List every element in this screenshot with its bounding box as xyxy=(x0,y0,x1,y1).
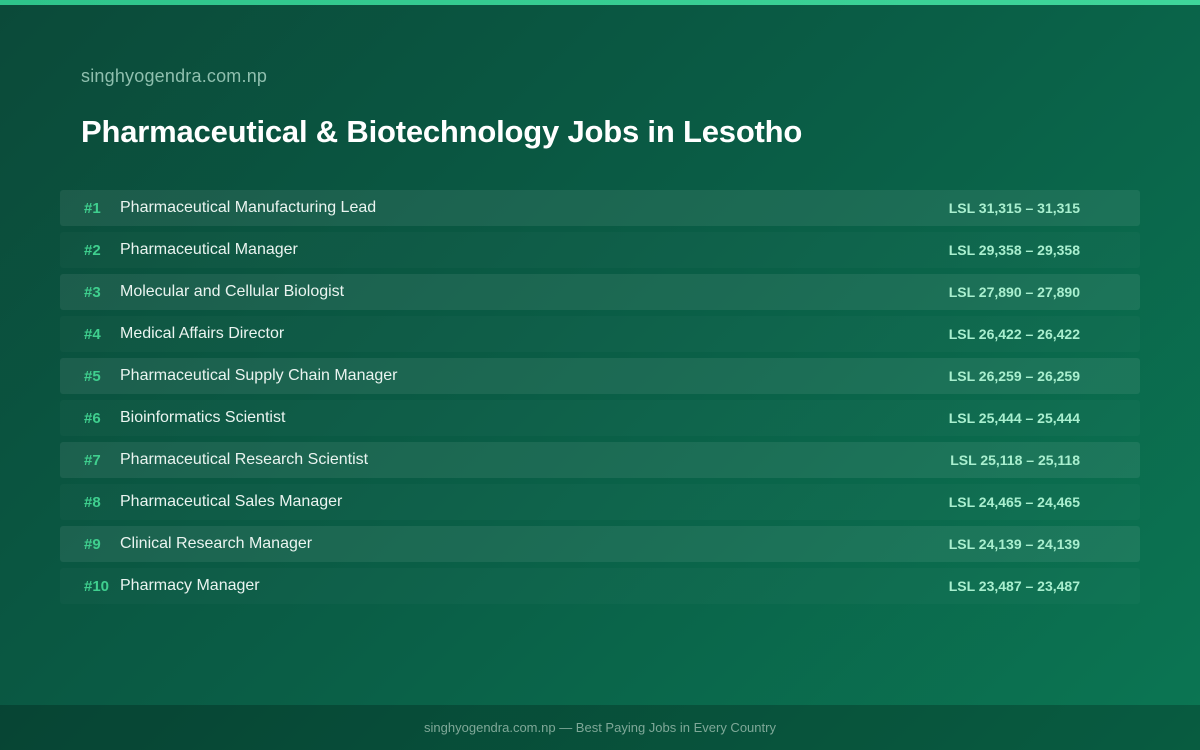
job-salary: LSL 25,444 – 25,444 xyxy=(948,410,1080,426)
footer: singhyogendra.com.np — Best Paying Jobs … xyxy=(0,705,1200,750)
job-salary: LSL 23,487 – 23,487 xyxy=(948,578,1080,594)
job-salary: LSL 26,422 – 26,422 xyxy=(948,326,1080,342)
job-rank: #7 xyxy=(84,451,101,469)
job-salary: LSL 26,259 – 26,259 xyxy=(948,368,1080,384)
job-rank: #4 xyxy=(84,325,101,343)
job-rank: #9 xyxy=(84,535,101,553)
job-rank: #3 xyxy=(84,283,101,301)
job-rank: #5 xyxy=(84,367,101,385)
job-salary: LSL 27,890 – 27,890 xyxy=(948,284,1080,300)
job-title: Clinical Research Manager xyxy=(120,535,313,552)
job-row: #10 Pharmacy Manager LSL 23,487 – 23,487 xyxy=(60,568,1140,604)
job-title: Bioinformatics Scientist xyxy=(120,409,286,426)
job-title: Pharmaceutical Supply Chain Manager xyxy=(120,367,398,384)
job-row: #5 Pharmaceutical Supply Chain Manager L… xyxy=(60,358,1140,394)
job-title: Pharmacy Manager xyxy=(120,577,260,594)
job-rank: #8 xyxy=(84,493,101,511)
job-list: #1 Pharmaceutical Manufacturing Lead LSL… xyxy=(60,190,1140,610)
job-row: #8 Pharmaceutical Sales Manager LSL 24,4… xyxy=(60,484,1140,520)
top-accent-bar xyxy=(0,0,1200,5)
job-title: Pharmaceutical Sales Manager xyxy=(120,493,343,510)
job-rank: #10 xyxy=(84,577,110,595)
job-row: #9 Clinical Research Manager LSL 24,139 … xyxy=(60,526,1140,562)
job-salary: LSL 24,465 – 24,465 xyxy=(948,494,1080,510)
job-row: #6 Bioinformatics Scientist LSL 25,444 –… xyxy=(60,400,1140,436)
job-salary: LSL 31,315 – 31,315 xyxy=(948,200,1080,216)
job-title: Medical Affairs Director xyxy=(120,325,285,342)
job-salary: LSL 25,118 – 25,118 xyxy=(950,452,1080,468)
job-rank: #6 xyxy=(84,409,101,427)
job-row: #2 Pharmaceutical Manager LSL 29,358 – 2… xyxy=(60,232,1140,268)
job-row: #1 Pharmaceutical Manufacturing Lead LSL… xyxy=(60,190,1140,226)
job-title: Pharmaceutical Manager xyxy=(120,241,298,258)
job-row: #3 Molecular and Cellular Biologist LSL … xyxy=(60,274,1140,310)
site-name: singhyogendra.com.np xyxy=(81,66,268,86)
job-rank: #2 xyxy=(84,241,101,259)
job-salary: LSL 29,358 – 29,358 xyxy=(948,242,1080,258)
job-row: #7 Pharmaceutical Research Scientist LSL… xyxy=(60,442,1140,478)
job-title: Molecular and Cellular Biologist xyxy=(120,283,345,300)
page-title: Pharmaceutical & Biotechnology Jobs in L… xyxy=(81,114,803,149)
footer-text: singhyogendra.com.np — Best Paying Jobs … xyxy=(424,720,776,735)
job-row: #4 Medical Affairs Director LSL 26,422 –… xyxy=(60,316,1140,352)
job-rank: #1 xyxy=(84,199,101,217)
job-title: Pharmaceutical Research Scientist xyxy=(120,451,369,468)
job-title: Pharmaceutical Manufacturing Lead xyxy=(120,199,377,216)
job-salary: LSL 24,139 – 24,139 xyxy=(948,536,1080,552)
